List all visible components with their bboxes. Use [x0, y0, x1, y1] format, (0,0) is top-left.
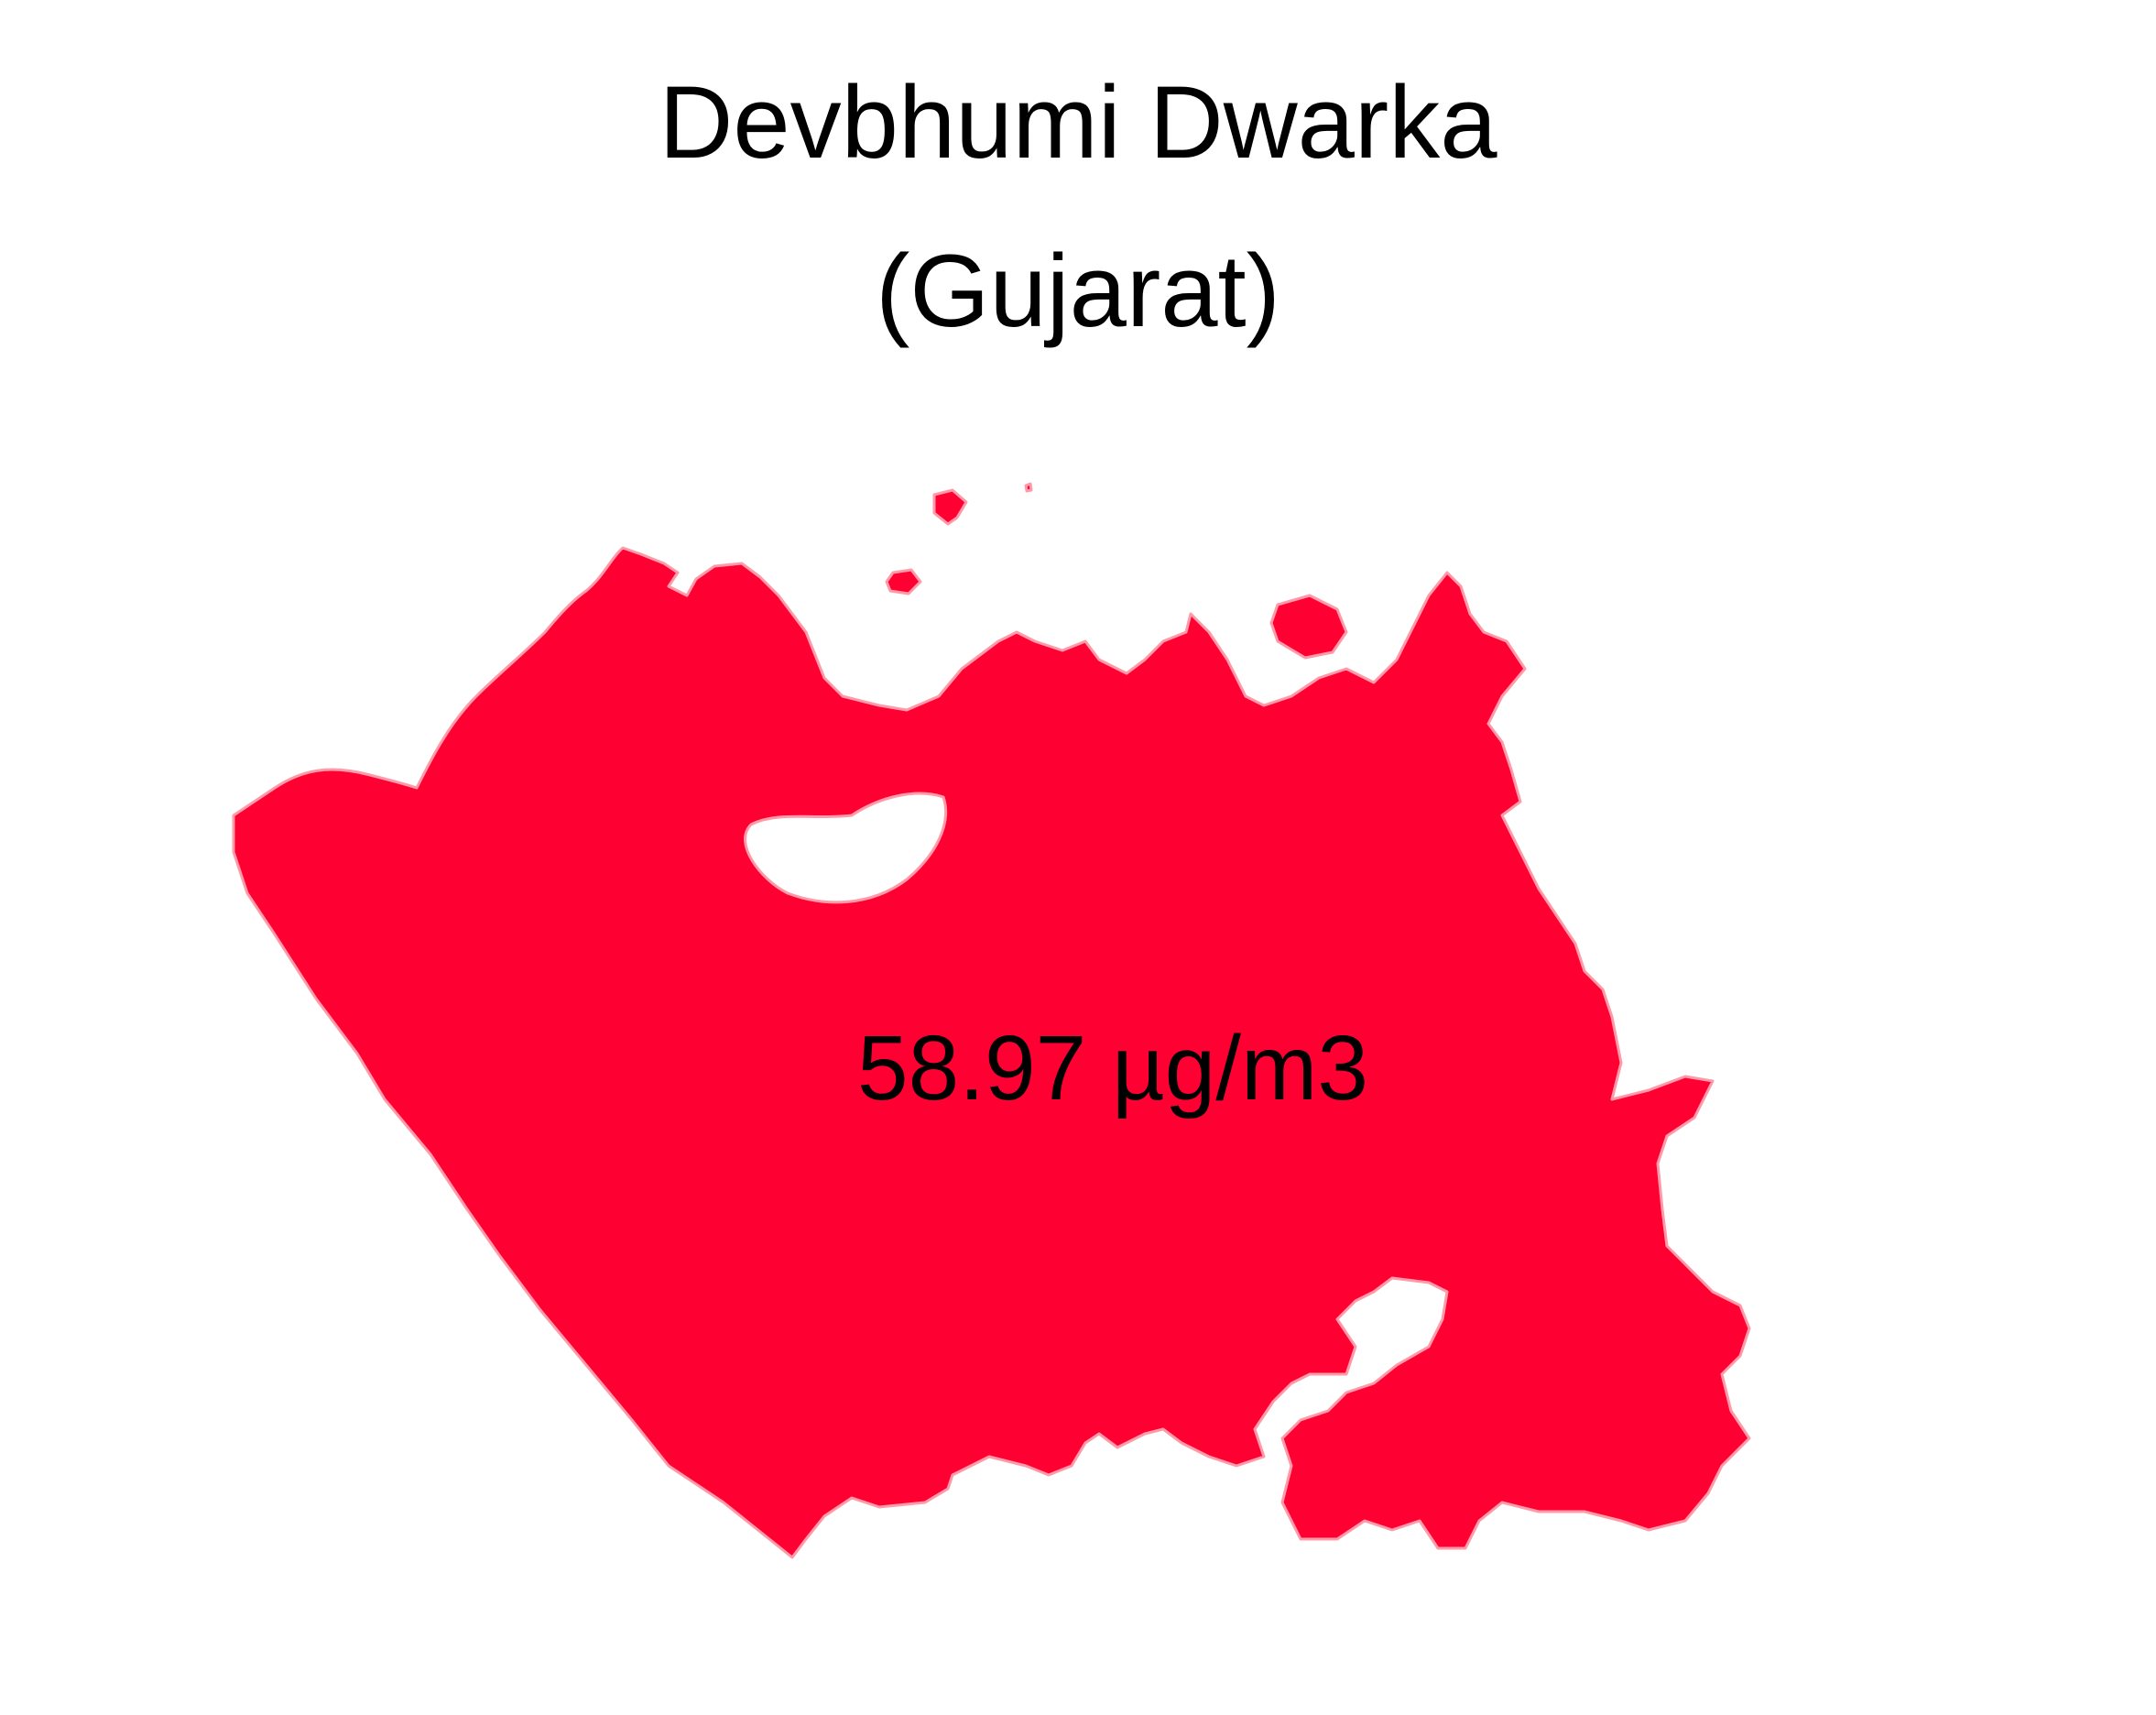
island [1024, 482, 1033, 493]
island [885, 568, 922, 595]
map-title: Devbhumi Dwarka [659, 65, 1497, 180]
island [1269, 594, 1348, 660]
island [932, 488, 968, 526]
map-subtitle: (Gujarat) [876, 234, 1280, 348]
district-region [232, 546, 1751, 1559]
district-value-label: 58.97 µg/m3 [857, 1017, 1368, 1120]
